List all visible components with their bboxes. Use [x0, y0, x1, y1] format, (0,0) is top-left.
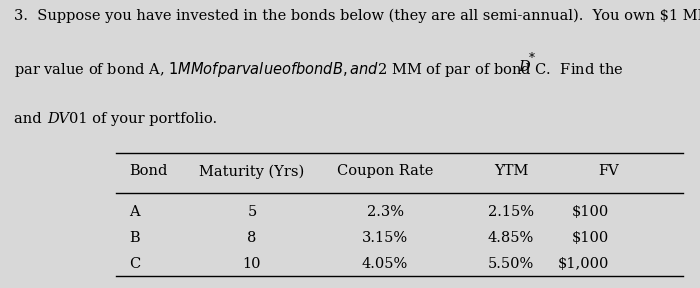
Text: $100: $100	[572, 231, 609, 245]
Text: 2.15%: 2.15%	[488, 205, 534, 219]
Text: *: *	[529, 52, 536, 65]
Text: 5: 5	[247, 205, 257, 219]
Text: 5.50%: 5.50%	[488, 257, 534, 270]
Text: DV: DV	[48, 112, 70, 126]
Text: Bond: Bond	[130, 164, 168, 178]
Text: $100: $100	[572, 205, 609, 219]
Text: 3.  Suppose you have invested in the bonds below (they are all semi-annual).  Yo: 3. Suppose you have invested in the bond…	[14, 9, 700, 23]
Text: 10: 10	[243, 257, 261, 270]
Text: 3.15%: 3.15%	[362, 231, 408, 245]
Text: 8: 8	[247, 231, 257, 245]
Text: FV: FV	[598, 164, 620, 178]
Text: and: and	[14, 112, 46, 126]
Text: $1,000: $1,000	[558, 257, 609, 270]
Text: par value of bond A, $1 MM of par value of bond B, and $2 MM of par of bond C.  : par value of bond A, $1 MM of par value …	[14, 60, 624, 79]
Text: D: D	[519, 60, 531, 75]
Text: 01 of your portfolio.: 01 of your portfolio.	[69, 112, 218, 126]
Text: Maturity (Yrs): Maturity (Yrs)	[199, 164, 304, 179]
Text: 2.3%: 2.3%	[367, 205, 403, 219]
Text: 4.85%: 4.85%	[488, 231, 534, 245]
Text: Coupon Rate: Coupon Rate	[337, 164, 433, 178]
Text: C: C	[130, 257, 141, 270]
Text: YTM: YTM	[494, 164, 528, 178]
Text: 4.05%: 4.05%	[362, 257, 408, 270]
Text: B: B	[130, 231, 140, 245]
Text: A: A	[130, 205, 140, 219]
